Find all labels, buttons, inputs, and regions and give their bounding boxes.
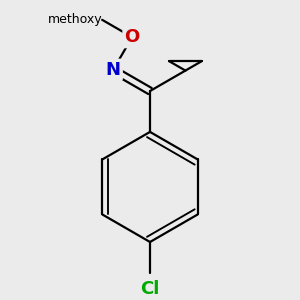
Text: Cl: Cl — [140, 280, 160, 298]
Text: N: N — [106, 61, 121, 79]
Text: methoxy: methoxy — [47, 13, 102, 26]
Text: O: O — [124, 28, 140, 46]
